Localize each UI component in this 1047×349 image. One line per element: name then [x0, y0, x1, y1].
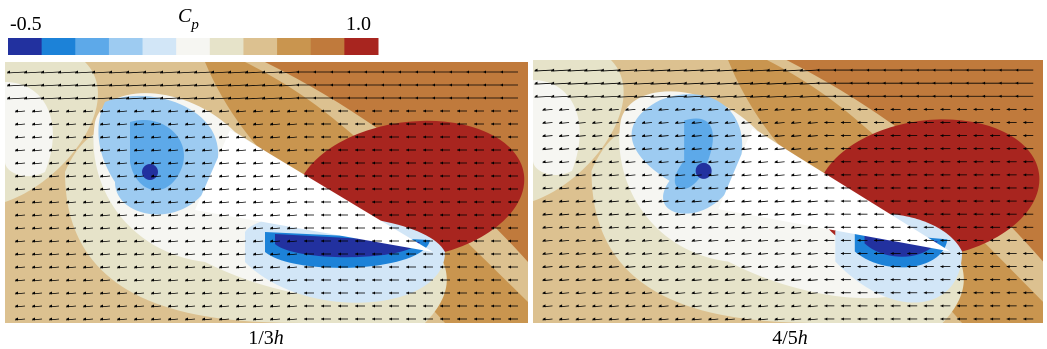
panel-fraction: 4/5	[772, 327, 798, 349]
panel-unit: h	[798, 327, 808, 349]
colorbar-swatch	[8, 38, 42, 55]
colorbar-swatch	[109, 38, 143, 55]
colorbar-swatch	[210, 38, 244, 55]
panel-label: 4/5h	[772, 327, 808, 349]
colorbar-swatch	[42, 38, 76, 55]
colorbar-min-label: -0.5	[10, 13, 42, 35]
contour-panel	[533, 60, 1047, 323]
contour-panel	[5, 62, 533, 323]
page: -0.5 Cp 1.0 1/3h 4/5h (() => { const dat…	[0, 0, 1047, 349]
colorbar-symbol: Cp	[178, 5, 199, 33]
colorbar-swatch	[176, 38, 210, 55]
colorbar-swatch	[243, 38, 277, 55]
colorbar-max-label: 1.0	[346, 13, 371, 35]
colorbar	[8, 38, 379, 55]
colorbar-swatch	[344, 38, 378, 55]
panel-label: 1/3h	[248, 327, 284, 349]
panel-unit: h	[274, 327, 284, 349]
panel-fraction: 1/3	[248, 327, 274, 349]
low-pressure	[696, 163, 712, 179]
symbol-subscript: p	[190, 17, 199, 33]
low-pressure	[142, 164, 158, 180]
colorbar-swatch	[277, 38, 311, 55]
colorbar-swatch	[143, 38, 177, 55]
colorbar-swatch	[311, 38, 345, 55]
symbol: C	[178, 5, 192, 27]
colorbar-swatch	[75, 38, 109, 55]
figure: -0.5 Cp 1.0 1/3h 4/5h	[0, 0, 1047, 349]
